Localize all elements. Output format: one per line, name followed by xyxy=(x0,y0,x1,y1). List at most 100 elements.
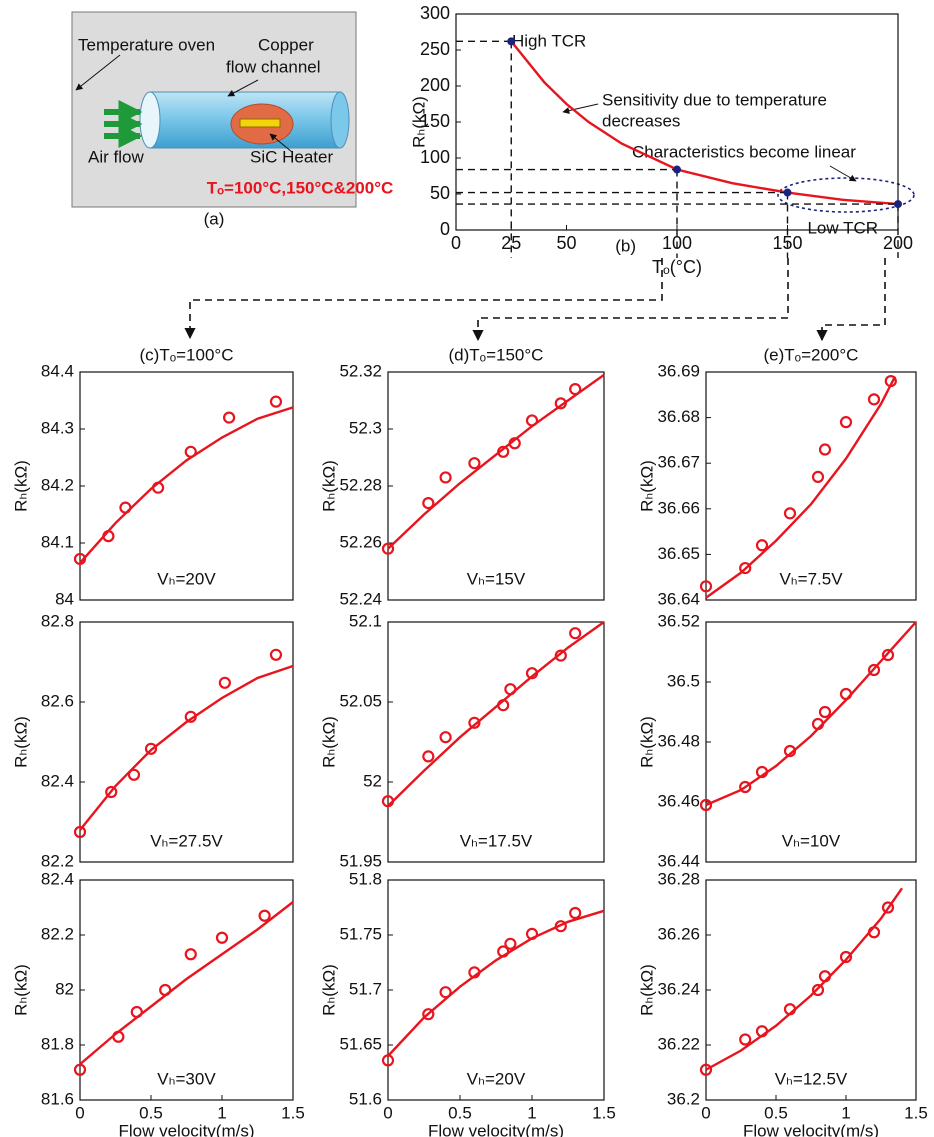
y-tick-label: 52 xyxy=(363,771,382,790)
heater-label: SiC Heater xyxy=(250,147,333,166)
y-tick-label: 84 xyxy=(55,589,74,608)
y-tick-label: 52.05 xyxy=(339,691,382,710)
y-tick-label: 51.6 xyxy=(349,1089,382,1108)
data-point xyxy=(894,200,902,208)
y-tick-label: 36.52 xyxy=(657,611,700,630)
y-tick-label: 36.2 xyxy=(667,1089,700,1108)
data-point xyxy=(271,650,281,660)
annotation: Vₕ=30V xyxy=(157,1069,216,1088)
fit-line xyxy=(706,377,895,598)
annotation: Characteristics become linear xyxy=(632,142,856,161)
annotation: High TCR xyxy=(512,31,586,50)
link-arrows xyxy=(190,258,885,340)
y-tick-label: 36.5 xyxy=(667,671,700,690)
panel-a: Temperature oven Copper flow channel Air… xyxy=(72,12,393,228)
x-tick-label: 1 xyxy=(527,1103,536,1122)
data-point xyxy=(813,472,823,482)
y-tick-label: 84.1 xyxy=(41,532,74,551)
fit-line xyxy=(511,41,898,204)
x-axis-label: Flow velocity(m/s) xyxy=(428,1121,564,1137)
data-point xyxy=(869,394,879,404)
annotation: Vₕ=27.5V xyxy=(150,831,223,850)
y-axis-label: Rₕ(kΩ) xyxy=(637,460,656,512)
y-tick-label: 82.4 xyxy=(41,869,74,888)
data-point xyxy=(441,732,451,742)
y-axis-label: Rₕ(kΩ) xyxy=(11,964,30,1016)
data-point xyxy=(785,508,795,518)
oven-label: Temperature oven xyxy=(78,35,215,54)
y-tick-label: 36.67 xyxy=(657,453,700,472)
x-tick-label: 0.5 xyxy=(139,1103,163,1122)
channel-label: flow channel xyxy=(226,57,321,76)
y-axis-label: Rₕ(kΩ) xyxy=(409,96,428,148)
y-tick-label: 36.46 xyxy=(657,791,700,810)
y-tick-label: 36.68 xyxy=(657,407,700,426)
y-tick-label: 52.1 xyxy=(349,611,382,630)
data-point xyxy=(441,472,451,482)
y-tick-label: 82.4 xyxy=(41,771,74,790)
plot-frame xyxy=(388,372,604,600)
x-tick-label: 0 xyxy=(701,1103,710,1122)
y-tick-label: 36.44 xyxy=(657,851,700,870)
x-tick-label: 1.5 xyxy=(592,1103,616,1122)
y-tick-label: 50 xyxy=(430,183,450,203)
channel-label: Copper xyxy=(258,35,314,54)
y-tick-label: 51.8 xyxy=(349,869,382,888)
fit-line xyxy=(388,911,604,1056)
data-point xyxy=(570,908,580,918)
y-tick-label: 81.8 xyxy=(41,1034,74,1053)
fit-line xyxy=(388,622,604,806)
y-tick-label: 81.6 xyxy=(41,1089,74,1108)
fit-line xyxy=(388,375,604,549)
y-tick-label: 52.3 xyxy=(349,418,382,437)
annotation: Vₕ=20V xyxy=(157,569,216,588)
figure: Temperature oven Copper flow channel Air… xyxy=(0,0,934,1137)
x-tick-label: 0 xyxy=(451,233,461,253)
x-axis-label: Flow velocity(m/s) xyxy=(743,1121,879,1137)
plot-frame xyxy=(388,880,604,1100)
y-axis-label: Rₕ(kΩ) xyxy=(637,964,656,1016)
y-axis-label: Rₕ(kΩ) xyxy=(319,964,338,1016)
y-tick-label: 36.65 xyxy=(657,544,700,563)
annotation: decreases xyxy=(602,111,680,130)
data-point xyxy=(220,678,230,688)
annotation: Vₕ=10V xyxy=(782,831,841,850)
y-tick-label: 36.69 xyxy=(657,361,700,380)
data-point xyxy=(740,1035,750,1045)
data-point xyxy=(673,166,681,174)
fit-line xyxy=(80,902,293,1064)
x-tick-label: 50 xyxy=(556,233,576,253)
y-axis-label: Rₕ(kΩ) xyxy=(637,716,656,768)
x-tick-label: 0.5 xyxy=(448,1103,472,1122)
y-tick-label: 36.24 xyxy=(657,979,700,998)
y-tick-label: 82.2 xyxy=(41,924,74,943)
y-tick-label: 51.65 xyxy=(339,1034,382,1053)
y-tick-label: 250 xyxy=(420,39,450,59)
chart-title: (d)Tₒ=150°C xyxy=(449,345,544,364)
data-point xyxy=(820,707,830,717)
x-tick-label: 1 xyxy=(217,1103,226,1122)
data-point xyxy=(423,751,433,761)
fit-line xyxy=(80,666,293,830)
y-tick-label: 51.95 xyxy=(339,851,382,870)
y-tick-label: 52.32 xyxy=(339,361,382,380)
y-axis-label: Rₕ(kΩ) xyxy=(11,460,30,512)
annotation: Vₕ=12.5V xyxy=(775,1069,848,1088)
y-tick-label: 84.4 xyxy=(41,361,74,380)
data-point xyxy=(841,417,851,427)
fit-line xyxy=(706,888,902,1070)
y-tick-label: 51.75 xyxy=(339,924,382,943)
data-point xyxy=(820,445,830,455)
x-tick-label: 0 xyxy=(383,1103,392,1122)
x-tick-label: 1.5 xyxy=(281,1103,305,1122)
annotation: Vₕ=17.5V xyxy=(460,831,533,850)
chart-title: (c)Tₒ=100°C xyxy=(140,345,234,364)
y-tick-label: 36.28 xyxy=(657,869,700,888)
y-tick-label: 36.26 xyxy=(657,924,700,943)
y-tick-label: 82.6 xyxy=(41,691,74,710)
y-tick-label: 36.22 xyxy=(657,1034,700,1053)
annotation: Sensitivity due to temperature xyxy=(602,90,827,109)
plot-frame xyxy=(706,372,916,600)
y-tick-label: 36.64 xyxy=(657,589,700,608)
annotation: Vₕ=20V xyxy=(467,1069,526,1088)
